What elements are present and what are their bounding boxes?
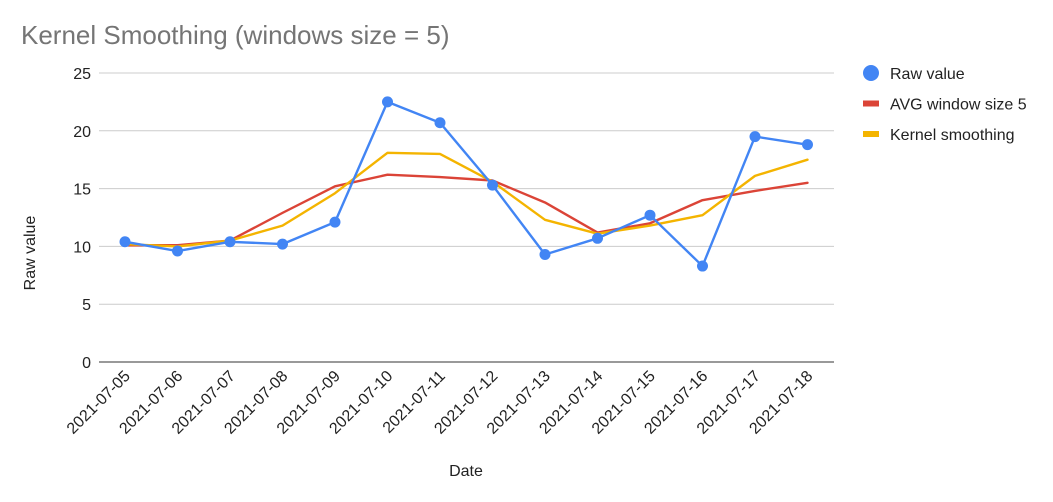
- legend-item: AVG window size 5: [863, 97, 1027, 114]
- y-tick-label: 0: [82, 355, 91, 372]
- series-2: [123, 151, 809, 248]
- data-point: [487, 179, 498, 191]
- legend-marker: [863, 65, 879, 81]
- x-axis-ticks: 2021-07-052021-07-062021-07-072021-07-08…: [64, 368, 816, 438]
- legend-label: AVG window size 5: [890, 97, 1027, 114]
- y-tick-label: 20: [73, 124, 91, 141]
- data-point: [434, 117, 446, 129]
- grid-lines: [99, 72, 834, 363]
- y-axis-label: Raw value: [22, 216, 39, 291]
- y-axis-ticks: 0 5 10 15 20 25: [73, 66, 91, 372]
- legend-item: Raw value: [863, 65, 965, 83]
- y-tick-label: 15: [73, 182, 91, 199]
- legend-label: Raw value: [890, 66, 965, 83]
- series-0: [119, 96, 813, 272]
- x-axis-label: Date: [449, 463, 483, 480]
- data-point: [802, 139, 813, 151]
- data-point: [697, 260, 708, 272]
- legend: Raw value AVG window size 5 Kernel smoothi…: [863, 65, 1027, 144]
- y-tick-label: 5: [82, 297, 91, 314]
- series-line: [123, 100, 809, 268]
- data-point: [277, 238, 288, 250]
- legend-item: Kernel smoothing: [863, 127, 1015, 144]
- data-point: [224, 236, 236, 248]
- y-tick-label: 10: [73, 239, 91, 256]
- data-point: [592, 232, 603, 244]
- legend-label: Kernel smoothing: [890, 127, 1015, 144]
- data-point: [329, 216, 341, 228]
- y-tick-label: 25: [73, 66, 91, 83]
- legend-swatch: [863, 100, 879, 107]
- series-1: [123, 173, 809, 247]
- legend-swatch: [863, 131, 879, 137]
- data-point: [172, 245, 183, 257]
- data-point: [119, 236, 131, 248]
- data-point: [644, 209, 656, 221]
- data-point: [539, 248, 551, 260]
- series-line: [123, 151, 809, 248]
- series-layer: [119, 96, 813, 272]
- data-point: [382, 96, 393, 108]
- series-line: [123, 173, 809, 247]
- chart-title: Kernel Smoothing (windows size = 5): [21, 20, 449, 50]
- data-point: [749, 131, 761, 143]
